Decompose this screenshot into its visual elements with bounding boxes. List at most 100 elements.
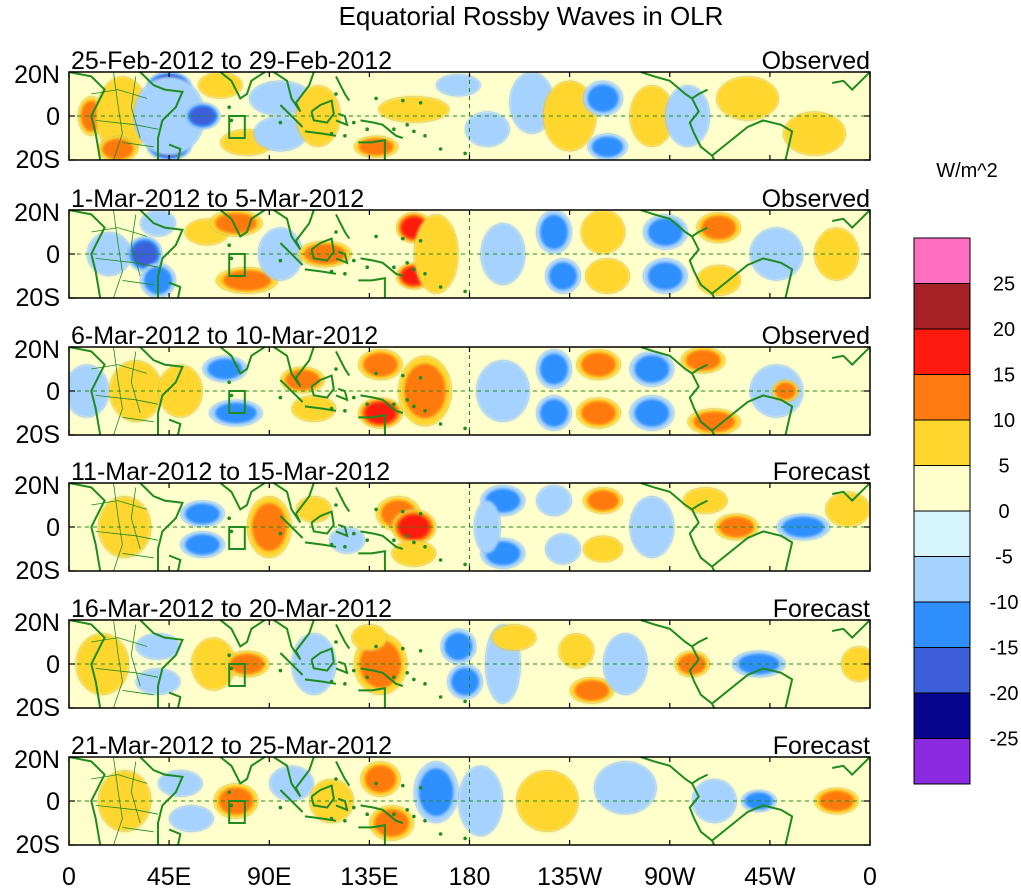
coastline (832, 620, 870, 640)
anomaly-outline (642, 214, 688, 250)
anomaly-outline (680, 347, 726, 374)
coastline (358, 824, 386, 845)
anomaly-outline (696, 264, 742, 296)
country-border (91, 227, 148, 237)
island-dot (365, 265, 370, 270)
island-dot (374, 371, 378, 376)
coastline (168, 691, 182, 708)
anomaly-contour (185, 503, 220, 524)
island-dot (229, 118, 234, 123)
coastline (832, 347, 870, 367)
island-dot (365, 675, 370, 679)
island-dot (329, 131, 334, 136)
anomaly-cell (280, 366, 326, 394)
anomaly-outline (179, 531, 225, 558)
country-border (91, 774, 148, 784)
anomaly-outline (576, 349, 622, 381)
anomaly-outline (580, 210, 626, 255)
anomaly-outline (558, 633, 595, 669)
anomaly-contour (249, 80, 312, 116)
island-dot (374, 644, 378, 649)
island-dot (423, 682, 427, 686)
anomaly-contour (648, 262, 683, 290)
coastline (69, 210, 106, 298)
island-dot (229, 256, 234, 261)
coastline (273, 210, 315, 251)
anomaly-cell (629, 496, 675, 559)
island-dot (438, 832, 443, 836)
y-tick-label: 20S (16, 831, 60, 859)
anomaly-contour (629, 496, 675, 558)
anomaly-outline (682, 487, 728, 514)
country-borders (91, 483, 159, 571)
anomaly-cell (576, 349, 622, 381)
anomaly-contour (329, 527, 365, 554)
island-dot (405, 671, 410, 675)
anomaly-cell (378, 96, 450, 123)
anomaly-contour (413, 214, 459, 294)
island-dot (343, 545, 347, 549)
panel-field (69, 72, 870, 160)
anomaly-outline (208, 399, 263, 427)
anomaly-contour (418, 768, 454, 817)
coastline (640, 72, 709, 100)
coastlines (69, 757, 870, 845)
country-border (113, 347, 123, 435)
anomaly-contour (581, 401, 616, 425)
anomaly-contour (215, 213, 257, 234)
island-dot (334, 503, 338, 507)
anomaly-contour (135, 633, 181, 660)
panel-1: 25-Feb-2012 to 29-Feb-2012 Observed 20N 0 20… (14, 47, 871, 174)
coastlines (69, 347, 870, 435)
y-tick-label: 0 (46, 103, 60, 131)
anomaly-cell (642, 214, 688, 250)
anomaly-contour (716, 76, 779, 121)
panel-status-label: Forecast (773, 732, 870, 760)
panel-field (69, 620, 870, 708)
anomaly-outline (480, 485, 526, 517)
anomaly-cell (629, 395, 675, 431)
anomaly-cell (771, 379, 800, 403)
anomaly-contour (359, 640, 402, 688)
panel-status-label: Observed (762, 322, 870, 350)
anomaly-contour (558, 633, 595, 669)
anomaly-outline (360, 761, 401, 797)
country-border (130, 761, 141, 824)
y-tick-label: 20N (14, 609, 60, 637)
x-tick-label: 0 (62, 863, 76, 890)
panel-status-label: Observed (762, 185, 870, 213)
anomaly-contour (540, 353, 568, 385)
y-tick-label: 20N (14, 61, 60, 89)
coastline (219, 757, 266, 785)
country-border (113, 757, 123, 845)
coastline (358, 687, 386, 708)
panel-field (69, 347, 870, 435)
anomaly-contour (587, 490, 619, 511)
coastline (273, 620, 315, 661)
anomaly-contour (516, 770, 579, 832)
colorbar-tick-label: 15 (993, 365, 1015, 387)
colorbar-swatch (913, 510, 971, 557)
anomaly-cell (691, 778, 737, 824)
island-dot (405, 398, 410, 402)
anomaly-outline (179, 500, 225, 528)
anomaly-contour (574, 680, 610, 701)
anomaly-outline (582, 487, 624, 514)
anomaly-contour (536, 485, 572, 516)
anomaly-outline (840, 646, 870, 682)
island-dot (374, 96, 378, 101)
y-tick-label: 0 (46, 241, 60, 269)
anomaly-outline (329, 526, 366, 554)
country-border (91, 364, 148, 374)
anomaly-contour (583, 535, 623, 563)
anomaly-contour (696, 265, 741, 296)
panel-date-range: 6-Mar-2012 to 10-Mar-2012 (71, 322, 378, 350)
anomaly-outline (629, 395, 675, 431)
colorbar-swatch (913, 237, 971, 284)
island-dot (229, 529, 234, 534)
anomaly-cell (569, 677, 615, 704)
anomaly-contour (133, 76, 205, 156)
anomaly-outline (280, 366, 326, 394)
anomaly-contour (374, 809, 409, 837)
